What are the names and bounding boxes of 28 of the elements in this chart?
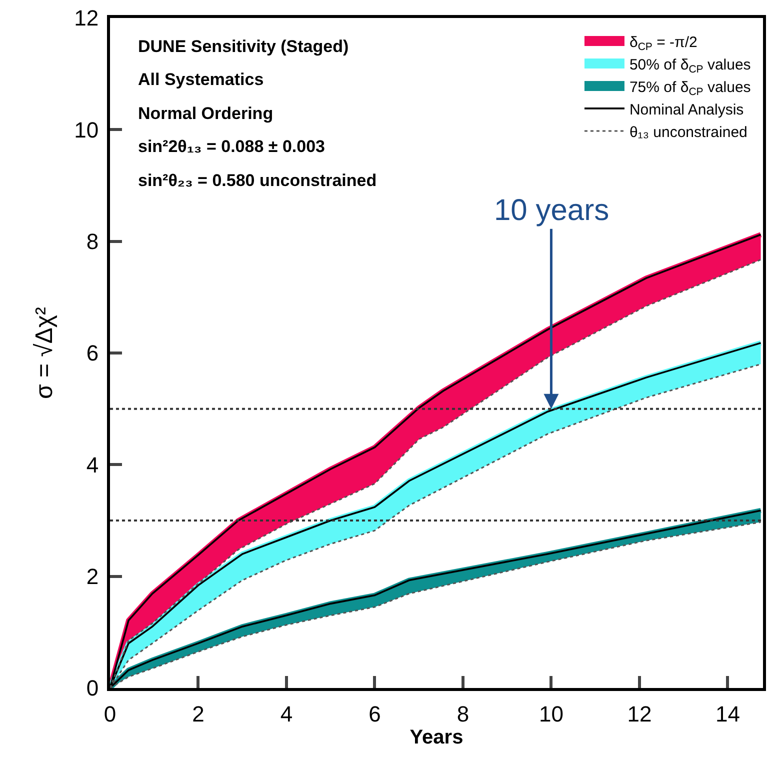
y-tick-label: 0 xyxy=(86,676,99,701)
legend-label: Nominal Analysis xyxy=(629,101,744,118)
x-tick-label: 2 xyxy=(192,701,204,726)
y-tick-label: 6 xyxy=(86,340,99,366)
y-tick-label: 8 xyxy=(86,229,99,254)
legend-label: 50% of δ$_{CP}$ values xyxy=(629,56,751,76)
legend-label: 75% of δ$_{CP}$ values xyxy=(629,78,751,98)
annotation: 10 years xyxy=(494,194,610,227)
x-tick-label: 8 xyxy=(456,701,470,726)
annotation: sin²θ₂₃ = 0.580 unconstrained xyxy=(138,171,377,190)
x-tick-label: 10 xyxy=(538,701,564,726)
x-tick-label: 12 xyxy=(627,701,652,726)
legend-label: δ$_{CP}$ = -π/2 xyxy=(629,34,698,53)
y-tick-label: 10 xyxy=(74,117,99,142)
x-tick-label: 4 xyxy=(280,701,293,726)
y-tick-label: 2 xyxy=(86,564,99,590)
annotation: All Systematics xyxy=(138,70,264,89)
x-tick-label: 14 xyxy=(715,701,740,726)
y-axis-title: σ = √Δχ² xyxy=(31,307,58,399)
annotation: DUNE Sensitivity (Staged) xyxy=(138,37,349,56)
x-tick-label: 0 xyxy=(104,701,116,726)
annotation: sin²2θ₁₃ = 0.088 ± 0.003 xyxy=(138,137,325,156)
x-axis-title: Years xyxy=(410,726,464,748)
y-tick-label: 4 xyxy=(86,452,99,478)
annotation: Normal Ordering xyxy=(138,104,274,123)
legend-label: θ₁₃ unconstrained xyxy=(629,124,748,141)
x-tick-label: 6 xyxy=(368,701,381,726)
y-tick-label: 12 xyxy=(74,6,99,31)
